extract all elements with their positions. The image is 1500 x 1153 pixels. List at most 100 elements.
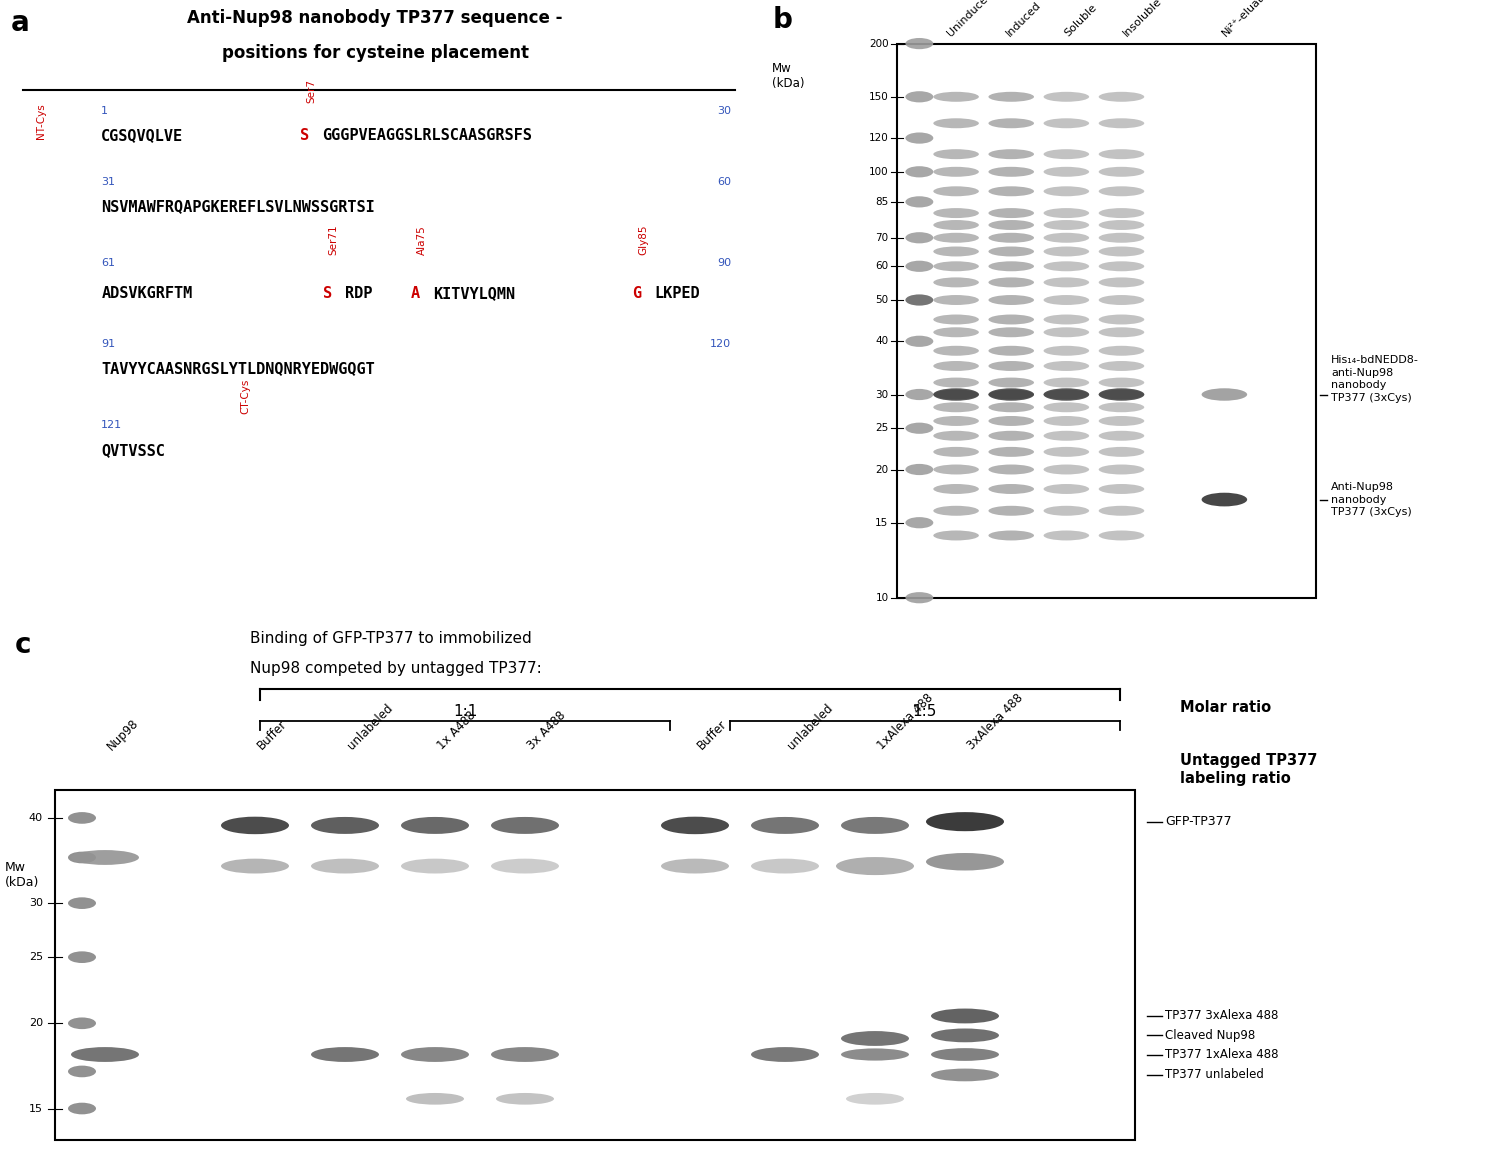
Ellipse shape (932, 1009, 999, 1024)
Ellipse shape (1044, 295, 1089, 306)
Text: G: G (633, 286, 642, 301)
Ellipse shape (1044, 278, 1089, 287)
Ellipse shape (933, 295, 980, 306)
Text: 3xAlexa 488: 3xAlexa 488 (964, 692, 1026, 753)
Text: 1:5: 1:5 (914, 704, 938, 719)
Ellipse shape (988, 149, 1033, 159)
Ellipse shape (1044, 416, 1089, 425)
Text: 120: 120 (868, 133, 888, 143)
Ellipse shape (310, 817, 380, 834)
Ellipse shape (1098, 530, 1144, 541)
Ellipse shape (933, 149, 980, 159)
Ellipse shape (1202, 492, 1246, 506)
Ellipse shape (906, 38, 933, 50)
Ellipse shape (933, 233, 980, 243)
Text: unlabeled: unlabeled (345, 702, 396, 753)
Ellipse shape (752, 859, 819, 874)
Ellipse shape (846, 1093, 904, 1105)
Ellipse shape (1098, 390, 1144, 399)
Ellipse shape (932, 1048, 999, 1061)
Text: 85: 85 (874, 197, 888, 206)
Ellipse shape (933, 484, 980, 493)
Text: Nup98 competed by untagged TP377:: Nup98 competed by untagged TP377: (251, 661, 542, 676)
Ellipse shape (933, 377, 980, 387)
Ellipse shape (988, 416, 1033, 425)
Ellipse shape (1098, 377, 1144, 387)
Ellipse shape (988, 119, 1033, 128)
Ellipse shape (906, 517, 933, 528)
Ellipse shape (1098, 484, 1144, 493)
Ellipse shape (68, 951, 96, 963)
Ellipse shape (220, 816, 290, 834)
Text: Ser7: Ser7 (306, 78, 316, 103)
Text: 90: 90 (717, 258, 732, 269)
Text: Untagged TP377
labeling ratio: Untagged TP377 labeling ratio (1180, 753, 1317, 786)
Ellipse shape (933, 416, 980, 425)
Ellipse shape (906, 232, 933, 243)
Ellipse shape (1098, 465, 1144, 475)
Ellipse shape (68, 812, 96, 823)
Ellipse shape (1098, 389, 1144, 401)
Text: 1:1: 1:1 (453, 704, 477, 719)
Text: CT-Cys: CT-Cys (240, 378, 250, 414)
Ellipse shape (1098, 346, 1144, 356)
Ellipse shape (988, 220, 1033, 229)
Ellipse shape (1098, 208, 1144, 218)
Text: 20: 20 (876, 465, 888, 475)
Ellipse shape (988, 465, 1033, 475)
Ellipse shape (988, 346, 1033, 356)
Ellipse shape (220, 859, 290, 874)
Text: 60: 60 (876, 262, 888, 271)
Text: Ni²⁺-eluate: Ni²⁺-eluate (1221, 0, 1270, 38)
Ellipse shape (1044, 390, 1089, 399)
Text: 30: 30 (28, 898, 44, 909)
Ellipse shape (933, 389, 980, 401)
Ellipse shape (933, 402, 980, 413)
Ellipse shape (988, 530, 1033, 541)
Ellipse shape (933, 447, 980, 457)
Ellipse shape (988, 295, 1033, 306)
Ellipse shape (752, 817, 819, 834)
Ellipse shape (906, 196, 933, 208)
Ellipse shape (1044, 484, 1089, 493)
Ellipse shape (988, 187, 1033, 196)
Text: His₁₄-bdNEDD8-
anti-Nup98
nanobody
TP377 (3xCys): His₁₄-bdNEDD8- anti-Nup98 nanobody TP377… (1330, 355, 1419, 402)
Ellipse shape (906, 593, 933, 603)
Text: Binding of GFP-TP377 to immobilized: Binding of GFP-TP377 to immobilized (251, 631, 531, 646)
Ellipse shape (68, 897, 96, 909)
Ellipse shape (1098, 119, 1144, 128)
Ellipse shape (1098, 315, 1144, 324)
Text: Mw
(kDa): Mw (kDa) (4, 861, 39, 889)
Ellipse shape (310, 859, 380, 874)
Ellipse shape (1044, 262, 1089, 271)
Ellipse shape (933, 431, 980, 440)
Text: 50: 50 (876, 295, 888, 306)
Ellipse shape (906, 133, 933, 144)
Ellipse shape (400, 859, 470, 874)
Ellipse shape (1098, 92, 1144, 101)
Text: 15: 15 (28, 1103, 44, 1114)
Ellipse shape (988, 327, 1033, 337)
Ellipse shape (1098, 506, 1144, 515)
Ellipse shape (926, 853, 1004, 871)
Ellipse shape (1098, 233, 1144, 243)
Ellipse shape (932, 1028, 999, 1042)
Text: Mw
(kDa): Mw (kDa) (772, 62, 806, 90)
Ellipse shape (1098, 416, 1144, 425)
Text: 61: 61 (102, 258, 116, 269)
Ellipse shape (68, 1065, 96, 1077)
Ellipse shape (1044, 315, 1089, 324)
Text: 25: 25 (28, 952, 44, 963)
Ellipse shape (988, 506, 1033, 515)
Ellipse shape (1098, 278, 1144, 287)
Text: 30: 30 (876, 390, 888, 399)
Ellipse shape (496, 1093, 554, 1105)
Ellipse shape (906, 464, 933, 475)
Text: 121: 121 (102, 421, 123, 430)
Ellipse shape (68, 1017, 96, 1030)
Text: 150: 150 (868, 92, 888, 101)
Ellipse shape (842, 1031, 909, 1046)
Text: 20: 20 (28, 1018, 44, 1028)
Ellipse shape (933, 506, 980, 515)
Text: KITVYLQMN: KITVYLQMN (433, 286, 516, 301)
